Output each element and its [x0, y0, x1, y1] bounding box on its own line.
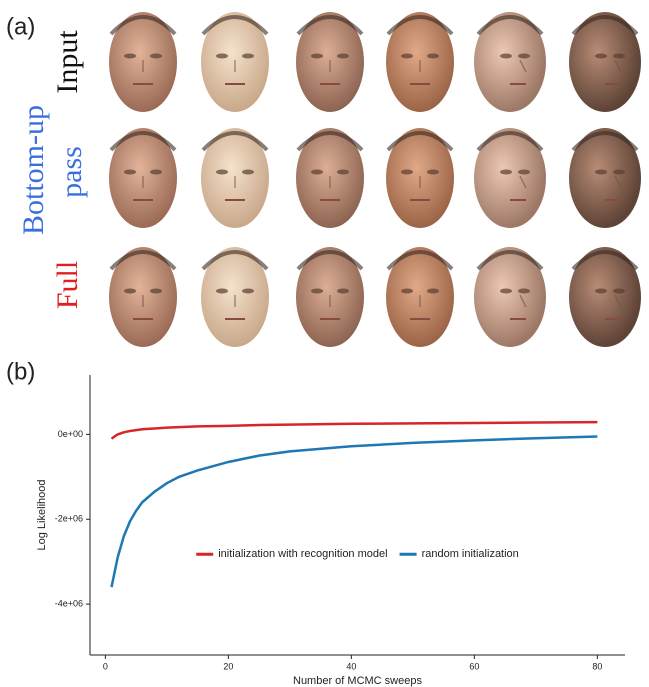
- eye: [427, 54, 439, 59]
- eye: [613, 54, 625, 59]
- legend-label: random initialization: [422, 548, 519, 560]
- x-tick-label: 80: [592, 661, 602, 671]
- eye: [311, 289, 323, 294]
- eye: [242, 170, 254, 175]
- panel-label: (b): [6, 358, 35, 385]
- eye: [518, 54, 530, 59]
- face: [201, 12, 269, 112]
- face: [296, 12, 364, 112]
- face: [296, 128, 364, 228]
- eye: [500, 170, 512, 175]
- face: [474, 247, 546, 347]
- x-tick-label: 60: [469, 661, 479, 671]
- eye: [124, 54, 136, 59]
- series-line: [112, 422, 598, 439]
- face: [569, 128, 641, 228]
- eye: [124, 170, 136, 175]
- x-tick-label: 20: [223, 661, 233, 671]
- eye: [216, 170, 228, 175]
- series-line: [112, 437, 598, 588]
- y-tick-label: 0e+00: [58, 429, 83, 439]
- eye: [242, 54, 254, 59]
- eye: [427, 289, 439, 294]
- face: [474, 12, 546, 112]
- face: [569, 12, 641, 112]
- face: [109, 12, 177, 112]
- eye: [613, 289, 625, 294]
- eye: [216, 54, 228, 59]
- x-tick-label: 40: [346, 661, 356, 671]
- row-label: pass: [55, 146, 88, 198]
- eye: [150, 289, 162, 294]
- eye: [150, 170, 162, 175]
- y-axis-label: Log Likelihood: [36, 480, 48, 551]
- eye: [518, 170, 530, 175]
- row-label: Input: [51, 30, 84, 94]
- legend-label: initialization with recognition model: [218, 548, 387, 560]
- eye: [427, 170, 439, 175]
- panel-label: (a): [6, 13, 35, 40]
- eye: [613, 170, 625, 175]
- face-grid: [109, 12, 641, 347]
- figure: (a) (b) Input Bottom-up pass Full 0 20 40 6…: [0, 0, 649, 687]
- eye: [401, 170, 413, 175]
- face: [109, 247, 177, 347]
- face: [474, 128, 546, 228]
- row-label: Full: [51, 261, 84, 309]
- eye: [595, 289, 607, 294]
- x-tick-label: 0: [103, 661, 108, 671]
- eye: [337, 170, 349, 175]
- eye: [124, 289, 136, 294]
- eye: [150, 54, 162, 59]
- eye: [337, 54, 349, 59]
- chart: 0 20 40 60 80 0e+00 -2e+06 -4e+06 Number of MCMC…: [36, 375, 625, 687]
- face: [386, 12, 454, 112]
- eye: [595, 54, 607, 59]
- eye: [242, 289, 254, 294]
- eye: [401, 289, 413, 294]
- face: [296, 247, 364, 347]
- eye: [401, 54, 413, 59]
- eye: [518, 289, 530, 294]
- eye: [311, 170, 323, 175]
- legend: initialization with recognition model ran…: [196, 548, 519, 560]
- face: [201, 247, 269, 347]
- x-axis-label: Number of MCMC sweeps: [293, 675, 422, 687]
- eye: [500, 289, 512, 294]
- face: [386, 128, 454, 228]
- face: [569, 247, 641, 347]
- eye: [216, 289, 228, 294]
- eye: [595, 170, 607, 175]
- face: [201, 128, 269, 228]
- row-label: Bottom-up: [17, 105, 50, 235]
- eye: [500, 54, 512, 59]
- face: [386, 247, 454, 347]
- eye: [311, 54, 323, 59]
- eye: [337, 289, 349, 294]
- face: [109, 128, 177, 228]
- y-tick-label: -4e+06: [55, 598, 83, 608]
- y-tick-label: -2e+06: [55, 514, 83, 524]
